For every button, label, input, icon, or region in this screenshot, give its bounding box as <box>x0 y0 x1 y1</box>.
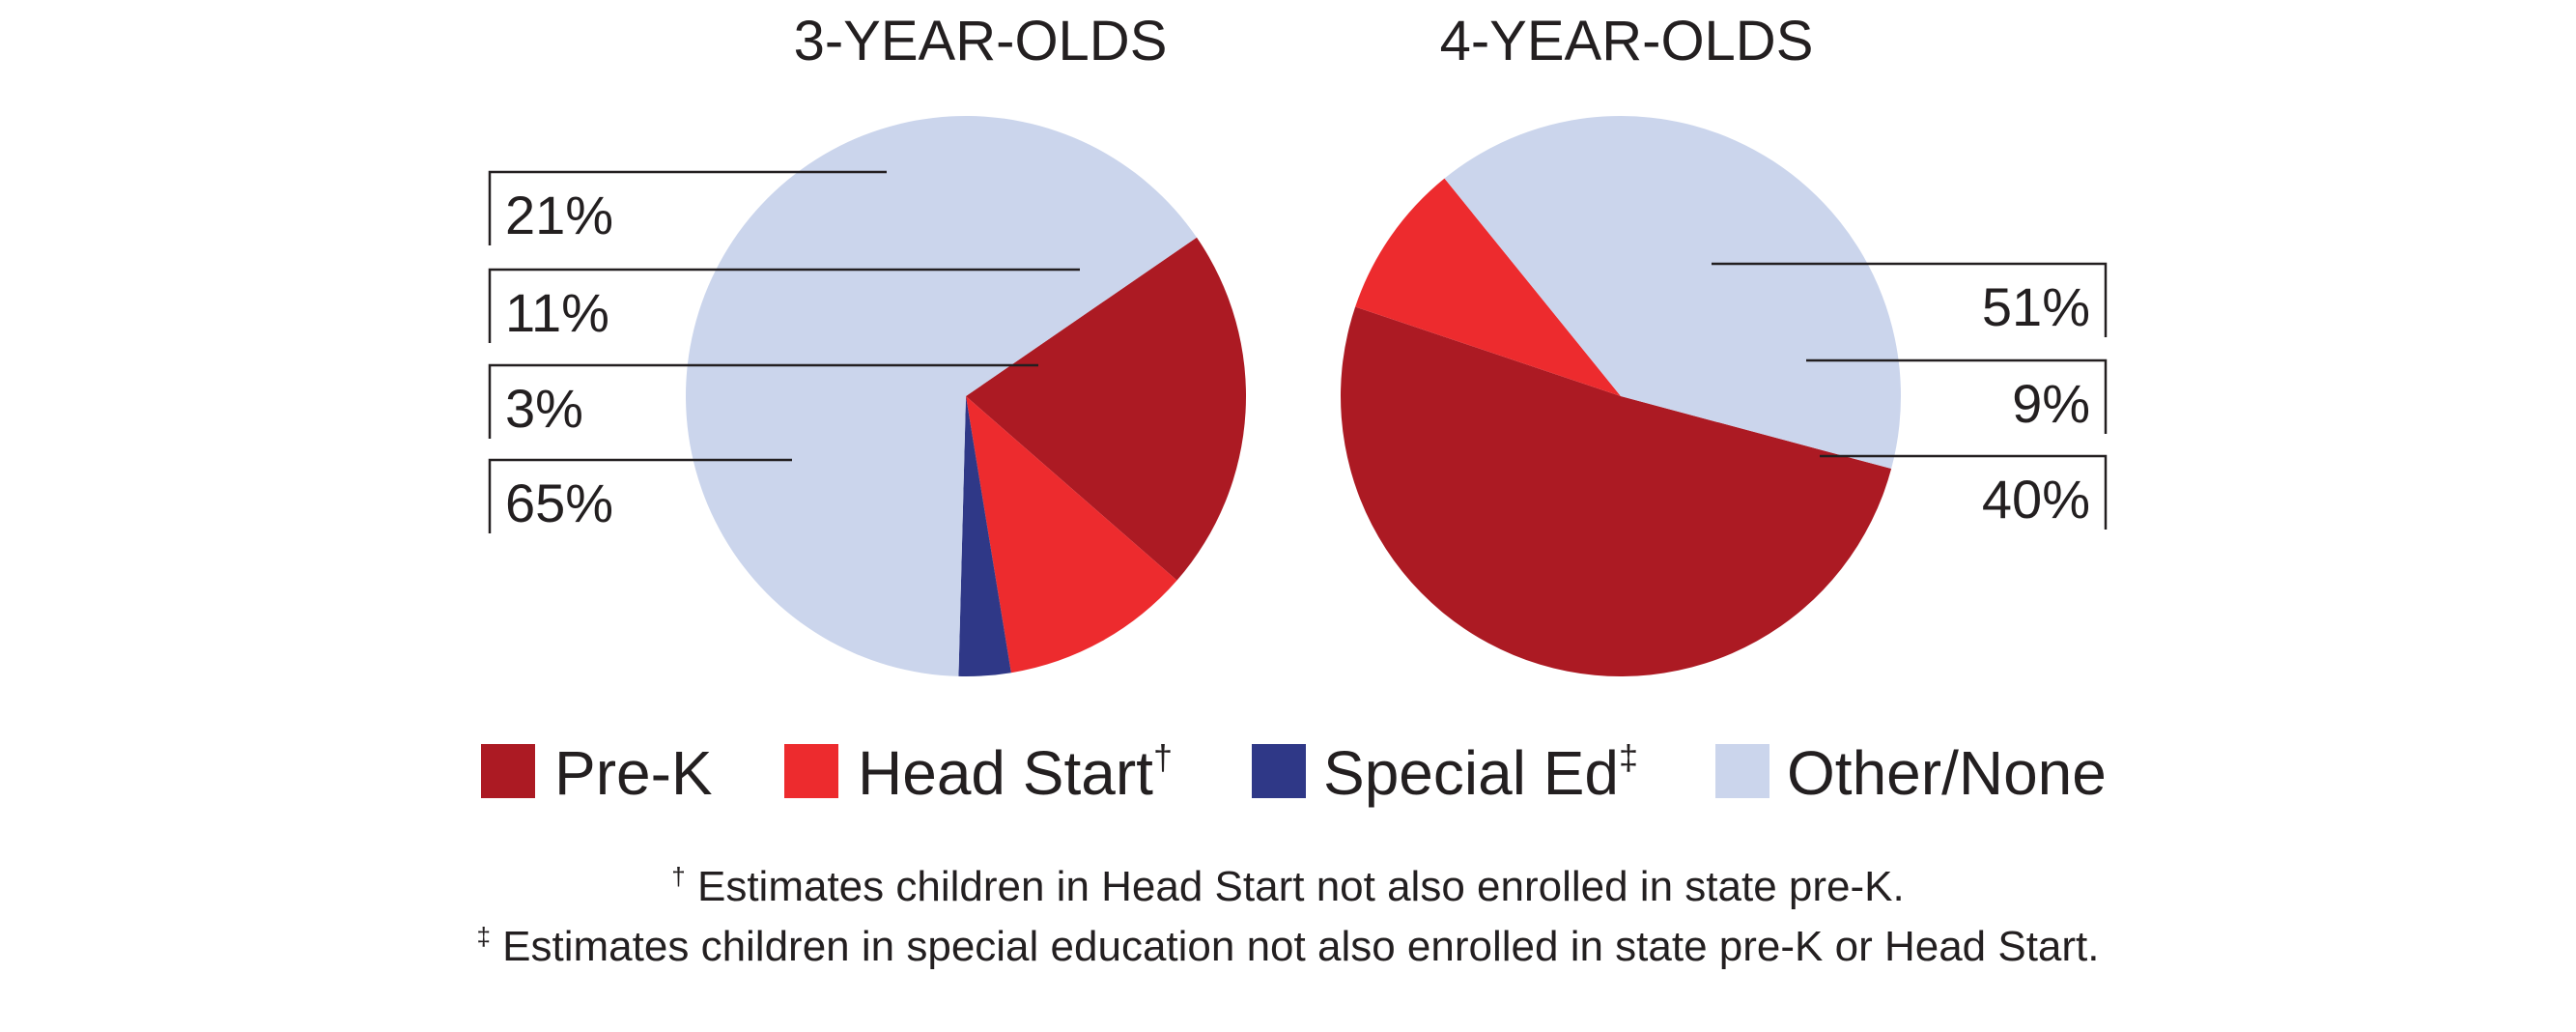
pie-slice <box>1355 178 1621 396</box>
leader-line <box>1806 358 2108 434</box>
slice-label: 9% <box>2012 373 2090 434</box>
pie-slice <box>1444 116 1902 470</box>
pie-slice <box>966 396 1177 674</box>
leader-line <box>488 170 887 245</box>
footnote-text: Estimates children in special education … <box>502 923 2100 970</box>
leader-line <box>488 268 1080 343</box>
legend-label: Other/None <box>1787 738 2107 808</box>
footnote-head-start: † Estimates children in Head Start not a… <box>0 848 2576 915</box>
leader-line <box>488 363 1038 439</box>
leader-line <box>488 458 792 533</box>
pie-slice <box>966 237 1247 581</box>
leader-line <box>1820 454 2108 530</box>
slice-label: 11% <box>505 282 609 343</box>
pie-slice <box>958 396 1011 676</box>
slice-label: 40% <box>1982 469 2090 530</box>
footnote-special-ed: ‡ Estimates children in special educatio… <box>0 908 2576 975</box>
footnote-mark: † <box>671 862 686 891</box>
legend-label: Special Ed‡ <box>1323 737 1638 808</box>
legend-swatch <box>481 744 535 798</box>
pie-title: 4-YEAR-OLDS <box>1440 10 1814 72</box>
legend-swatch <box>1715 744 1769 798</box>
leader-line <box>1712 262 2108 337</box>
legend-swatch <box>1252 744 1306 798</box>
slice-label: 3% <box>505 378 583 439</box>
footnote-text: Estimates children in Head Start not als… <box>696 863 1905 910</box>
slice-label: 21% <box>505 185 613 245</box>
legend-label: Head Start† <box>858 737 1173 808</box>
legend-label: Pre-K <box>554 738 713 808</box>
footnote-mark: ‡ <box>476 922 491 951</box>
pie-slice <box>686 115 1197 676</box>
slice-label: 51% <box>1982 276 2090 337</box>
legend-swatch <box>784 744 838 798</box>
slice-label: 65% <box>505 473 613 533</box>
pie-slice <box>1341 306 1892 677</box>
pie-title: 3-YEAR-OLDS <box>794 10 1168 72</box>
